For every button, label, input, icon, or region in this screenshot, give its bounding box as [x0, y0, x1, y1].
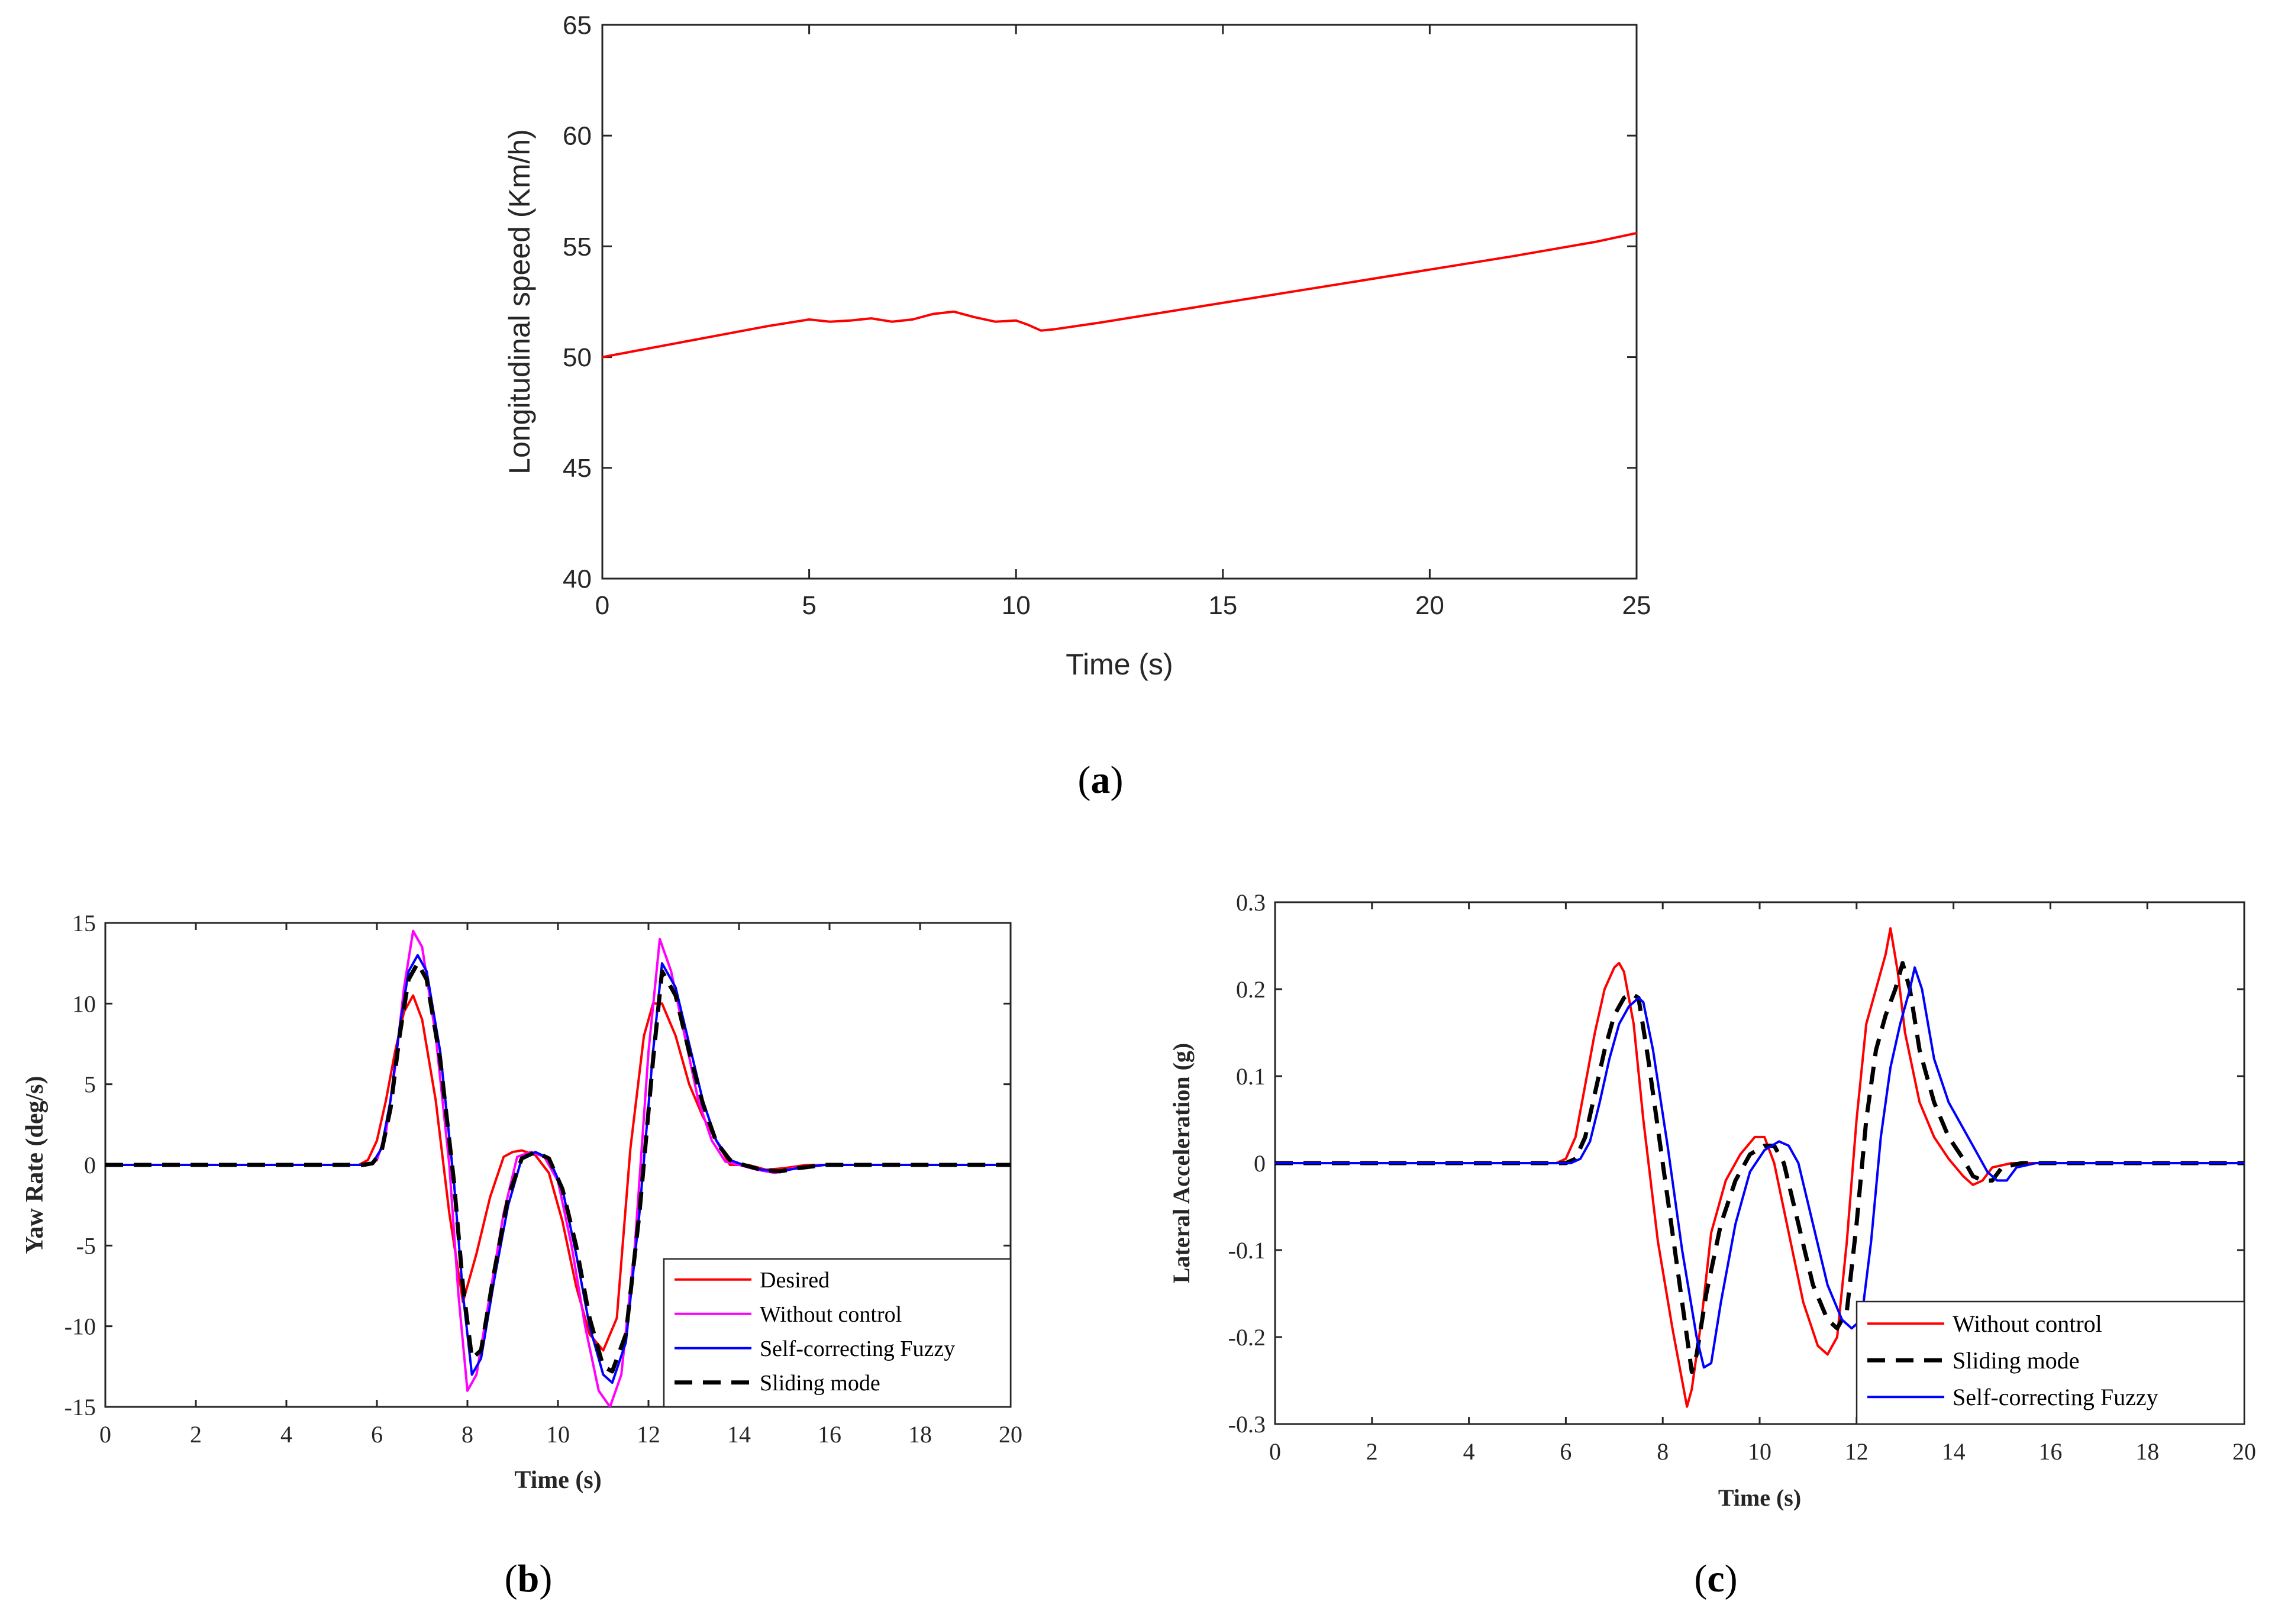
series-line-b-sliding-mode — [105, 961, 1011, 1374]
x-axis-label-a: Time (s) — [1066, 648, 1173, 681]
x-tick-label-b-2: 2 — [190, 1421, 202, 1448]
series-line-c-without-control — [1275, 927, 2244, 1408]
legend-b: Desired Without control Self-correcting Fu… — [663, 1258, 1012, 1408]
y-tick-label-a-60: 60 — [563, 122, 592, 151]
x-tick-label-a-5: 5 — [802, 591, 816, 620]
x-tick-label-b-18: 18 — [908, 1421, 932, 1448]
y-tick-label-a-65: 65 — [563, 11, 592, 40]
y-tick-label-c-0-1: 0.1 — [1236, 1063, 1266, 1090]
caption-a-letter: a — [1091, 758, 1111, 802]
y-axis-label-c: Lateral Acceleration (g) — [1168, 1043, 1195, 1284]
legend-label-c-sliding-mode: Sliding mode — [1953, 1347, 2079, 1374]
legend-box-b — [663, 1258, 1012, 1408]
x-tick-label-c-10: 10 — [1748, 1438, 1771, 1465]
legend-label-c-without-control: Without control — [1953, 1310, 2102, 1337]
y-tick-label-c-0-2: 0.2 — [1236, 976, 1266, 1003]
panel-a-longitudinal-speed: 0 5 10 15 20 25 40 45 50 55 60 65 Time (s) Longitudin… — [503, 11, 1651, 681]
series-line-c-self-correcting-fuzzy — [1275, 966, 2244, 1369]
legend-label-b-desired: Desired — [760, 1268, 830, 1293]
legend-box-c — [1856, 1300, 2245, 1425]
x-tick-label-c-16: 16 — [2038, 1438, 2062, 1465]
x-tick-label-c-0: 0 — [1269, 1438, 1281, 1465]
y-tick-label-c-0-3: 0.3 — [1236, 889, 1266, 916]
x-axis-label-c: Time (s) — [1718, 1484, 1801, 1511]
y-tick-label-c-0: 0 — [1254, 1150, 1266, 1177]
caption-b-letter: b — [518, 1557, 540, 1600]
series-line-a-longitudinal-speed — [602, 231, 1637, 359]
x-tick-label-c-4: 4 — [1463, 1438, 1475, 1465]
caption-b: (b) — [505, 1557, 553, 1600]
y-tick-label-a-55: 55 — [563, 233, 592, 261]
x-tick-label-a-25: 25 — [1622, 591, 1651, 620]
legend-c: Without control Sliding mode Self-correcti… — [1856, 1300, 2245, 1425]
caption-a: (a) — [1078, 758, 1124, 802]
legend-label-b-without-control: Without control — [760, 1302, 902, 1327]
legend-label-b-self-correcting-fuzzy: Self-correcting Fuzzy — [760, 1336, 955, 1361]
y-axis-label-a: Longitudinal speed (Km/h) — [503, 129, 536, 474]
x-tick-label-b-4: 4 — [280, 1421, 292, 1448]
series-line-c-sliding-mode — [1275, 961, 2244, 1374]
legend-label-c-self-correcting-fuzzy: Self-correcting Fuzzy — [1953, 1384, 2158, 1410]
y-axis-label-b: Yaw Rate (deg/s) — [21, 1076, 49, 1254]
y-tick-label-a-40: 40 — [563, 564, 592, 593]
y-tick-label-b-5: 5 — [84, 1071, 96, 1098]
series-group-c — [1275, 927, 2244, 1408]
caption-c-letter: c — [1707, 1557, 1724, 1600]
x-tick-label-a-10: 10 — [1002, 591, 1031, 620]
x-tick-label-c-18: 18 — [2135, 1438, 2159, 1465]
x-tick-label-a-0: 0 — [595, 591, 609, 620]
caption-c: (c) — [1694, 1557, 1737, 1600]
y-tick-label-b-10: -10 — [64, 1313, 96, 1340]
y-tick-label-c-0-2: -0.2 — [1228, 1324, 1266, 1351]
x-tick-label-c-12: 12 — [1845, 1438, 1869, 1465]
y-tick-label-b-5: -5 — [76, 1232, 96, 1259]
legend-label-b-sliding-mode: Sliding mode — [760, 1371, 880, 1396]
x-tick-label-b-12: 12 — [637, 1421, 660, 1448]
x-tick-label-c-14: 14 — [1942, 1438, 1966, 1465]
x-tick-label-b-8: 8 — [462, 1421, 473, 1448]
x-tick-label-b-20: 20 — [999, 1421, 1022, 1448]
x-tick-label-b-6: 6 — [371, 1421, 383, 1448]
x-tick-label-b-10: 10 — [546, 1421, 570, 1448]
y-tick-label-a-50: 50 — [563, 343, 592, 372]
x-tick-label-b-14: 14 — [727, 1421, 751, 1448]
y-tick-label-b-10: 10 — [72, 990, 96, 1017]
y-tick-label-c-0-3: -0.3 — [1228, 1411, 1266, 1438]
y-tick-label-b-15: 15 — [72, 910, 96, 937]
y-tick-label-a-45: 45 — [563, 454, 592, 483]
panel-c-lateral-acceleration: 0 2 4 6 8 10 12 14 16 18 20 -0.3 -0.2 -0.1 0 0.1 0.2 0.3 T… — [1168, 889, 2256, 1511]
x-tick-label-b-0: 0 — [99, 1421, 111, 1448]
x-tick-label-a-15: 15 — [1208, 591, 1237, 620]
x-tick-label-c-2: 2 — [1366, 1438, 1378, 1465]
x-tick-label-c-6: 6 — [1560, 1438, 1571, 1465]
x-axis-label-b: Time (s) — [514, 1467, 601, 1494]
x-tick-label-a-20: 20 — [1415, 591, 1444, 620]
x-tick-label-c-8: 8 — [1657, 1438, 1669, 1465]
x-tick-label-c-20: 20 — [2232, 1438, 2256, 1465]
x-tick-label-b-16: 16 — [818, 1421, 841, 1448]
series-group-a — [602, 231, 1637, 359]
series-group-b — [105, 929, 1011, 1407]
panel-b-yaw-rate: 0 2 4 6 8 10 12 14 16 18 20 -15 -10 -5 0 5 10 15 Time (s) Y… — [21, 910, 1022, 1494]
y-tick-label-c-0-1: -0.1 — [1228, 1237, 1266, 1264]
y-tick-label-b-15: -15 — [64, 1394, 96, 1420]
y-tick-label-b-0: 0 — [84, 1152, 96, 1179]
plot-area-a — [601, 24, 1638, 580]
